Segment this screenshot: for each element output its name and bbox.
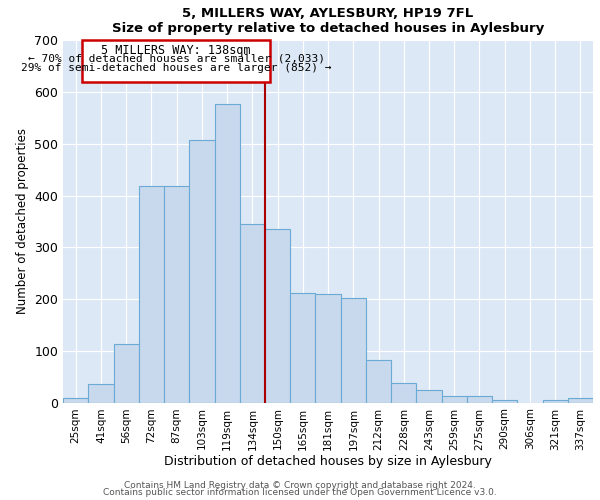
Bar xyxy=(240,224,265,402)
Bar xyxy=(366,360,391,403)
Text: Contains HM Land Registry data © Crown copyright and database right 2024.: Contains HM Land Registry data © Crown c… xyxy=(124,480,476,490)
Bar xyxy=(290,293,316,403)
Bar xyxy=(82,40,270,82)
Bar xyxy=(416,390,442,402)
Text: ← 70% of detached houses are smaller (2,033): ← 70% of detached houses are smaller (2,… xyxy=(28,54,325,64)
X-axis label: Distribution of detached houses by size in Aylesbury: Distribution of detached houses by size … xyxy=(164,455,492,468)
Bar xyxy=(164,186,189,402)
Bar xyxy=(442,396,467,402)
Bar xyxy=(215,104,240,403)
Bar xyxy=(139,186,164,402)
Bar xyxy=(467,396,492,402)
Bar xyxy=(189,140,215,402)
Bar xyxy=(265,229,290,402)
Bar xyxy=(316,294,341,403)
Text: Contains public sector information licensed under the Open Government Licence v3: Contains public sector information licen… xyxy=(103,488,497,497)
Bar xyxy=(341,298,366,403)
Bar xyxy=(113,344,139,403)
Title: 5, MILLERS WAY, AYLESBURY, HP19 7FL
Size of property relative to detached houses: 5, MILLERS WAY, AYLESBURY, HP19 7FL Size… xyxy=(112,7,544,35)
Text: 29% of semi-detached houses are larger (852) →: 29% of semi-detached houses are larger (… xyxy=(21,62,331,72)
Bar xyxy=(63,398,88,402)
Text: 5 MILLERS WAY: 138sqm: 5 MILLERS WAY: 138sqm xyxy=(101,44,251,58)
Bar xyxy=(568,398,593,402)
Bar xyxy=(542,400,568,402)
Bar xyxy=(88,384,113,402)
Bar xyxy=(492,400,517,402)
Bar xyxy=(391,384,416,402)
Y-axis label: Number of detached properties: Number of detached properties xyxy=(16,128,29,314)
